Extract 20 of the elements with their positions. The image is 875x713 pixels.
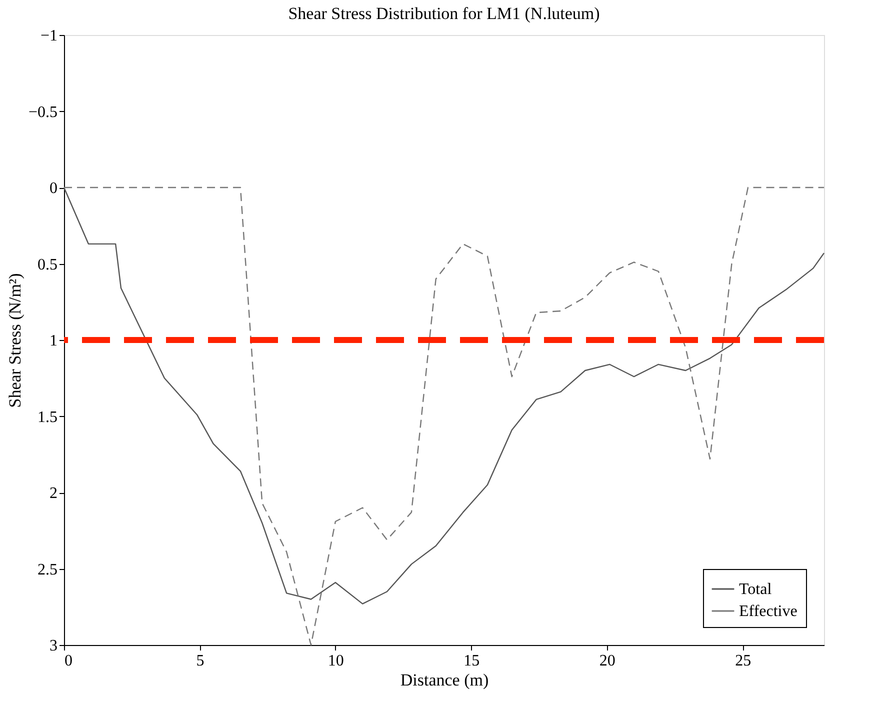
y-tick-label: −0.5 — [28, 104, 58, 121]
y-tick-label: 1.5 — [38, 408, 58, 426]
x-tick-label: 5 — [196, 652, 204, 670]
y-tick-label: 1 — [50, 332, 58, 350]
x-tick-label: 15 — [464, 652, 480, 670]
legend-label: Total — [739, 581, 772, 598]
y-tick-label: 0.5 — [38, 256, 58, 274]
y-tick-label: −1 — [40, 28, 58, 44]
y-tick-label: 3 — [50, 638, 58, 654]
x-tick-label: 25 — [735, 652, 752, 670]
y-tick-label: 2 — [50, 485, 58, 502]
y-tick-label: 0 — [50, 180, 58, 197]
x-tick-label: 0 — [64, 652, 72, 670]
x-tick-label: 20 — [599, 652, 616, 670]
chart-title: Shear Stress Distribution for LM1 (N.luteum) — [288, 4, 600, 23]
y-tick-label: 2.5 — [38, 561, 58, 578]
y-axis-title: Shear Stress (N/m²) — [5, 273, 24, 408]
x-tick-label: 10 — [328, 652, 344, 670]
legend-label: Effective — [739, 603, 798, 620]
x-axis-title: Distance (m) — [400, 670, 489, 690]
